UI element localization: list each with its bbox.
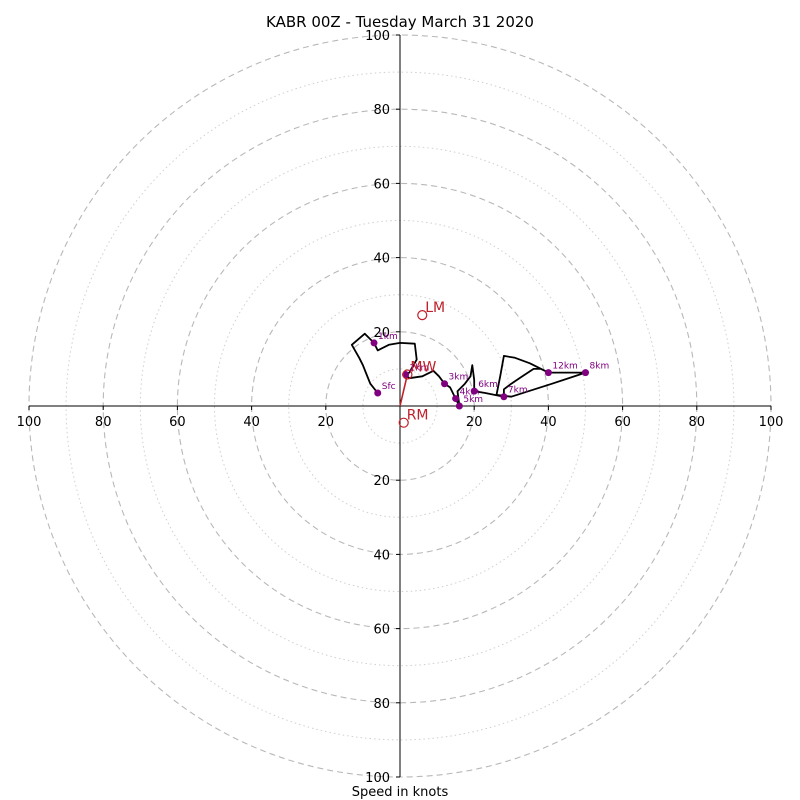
height-label-2km: 2km (410, 363, 430, 373)
motion-marker-mw (402, 369, 413, 380)
height-label-6km: 6km (478, 380, 498, 390)
height-marker-8km (582, 369, 589, 377)
y-tick-label: 100 (365, 771, 390, 786)
y-tick-label: 80 (373, 697, 390, 712)
y-tick-label: 40 (373, 252, 390, 267)
x-tick-label: 40 (243, 415, 260, 430)
height-marker-5km (455, 402, 463, 410)
x-tick-label: 20 (466, 415, 483, 430)
height-marker-1km (370, 339, 378, 347)
motion-marker-rm (398, 417, 409, 428)
y-tick-label: 20 (373, 326, 390, 341)
motion-marker-lm (417, 310, 428, 321)
y-tick-label: 60 (373, 177, 390, 192)
height-marker-12km (544, 369, 552, 377)
tick-labels: 100 100 80 80 60 60 40 40 20 20 20 20 40 40 60 60 80 80 10… (17, 29, 784, 786)
height-label-5km: 5km (463, 395, 483, 405)
x-tick-label: 60 (614, 415, 631, 430)
height-marker-6km (470, 387, 478, 395)
x-tick-label: 100 (17, 415, 42, 430)
x-tick-label: 20 (318, 415, 335, 430)
height-label-sfc: Sfc (382, 382, 396, 392)
y-tick-label: 100 (365, 29, 390, 44)
y-tick-label: 60 (373, 623, 390, 638)
chart-title: KABR 00Z - Tuesday March 31 2020 (266, 13, 534, 31)
hodograph-line (350, 332, 587, 407)
storm-motion-markers: LM MW RM (398, 300, 445, 428)
height-marker-2km (402, 370, 410, 378)
height-label-3km: 3km (449, 373, 469, 383)
height-label-4km: 4km (460, 388, 480, 398)
y-tick-label: 20 (373, 474, 390, 489)
height-label-7km: 7km (508, 386, 528, 396)
motion-label-mw: MW (410, 359, 436, 375)
x-tick-label: 40 (540, 415, 557, 430)
motion-label-lm: LM (425, 300, 445, 316)
x-tick-label: 60 (169, 415, 186, 430)
height-label-8km: 8km (590, 362, 610, 372)
shear-vector-line (399, 374, 409, 407)
height-marker-4km (452, 395, 460, 403)
y-tick-label: 80 (373, 103, 390, 118)
height-marker-sfc (374, 389, 382, 397)
height-marker-7km (500, 393, 508, 401)
motion-label-rm: RM (407, 408, 429, 424)
x-tick-label: 80 (95, 415, 112, 430)
height-label-1km: 1km (378, 332, 398, 342)
x-tick-label: 80 (689, 415, 706, 430)
height-label-12km: 12km (552, 362, 577, 372)
hodograph-trace (350, 332, 587, 407)
height-marker-3km (441, 380, 449, 388)
x-tick-label: 100 (759, 415, 784, 430)
x-axis-label: Speed in knots (352, 785, 449, 800)
y-tick-label: 40 (373, 548, 390, 563)
